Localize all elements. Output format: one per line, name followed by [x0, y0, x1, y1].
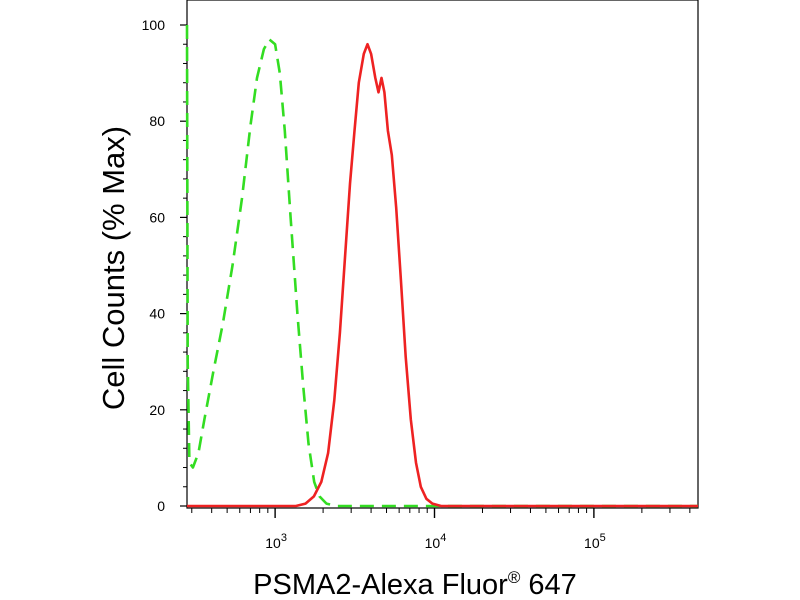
x-tick-label: 103 [265, 532, 287, 551]
x-axis: 103 104 105 [191, 508, 691, 551]
plot-frame [186, 0, 699, 509]
x-axis-title-main: PSMA2-Alexa Fluor [253, 569, 508, 600]
y-tick-label: 80 [149, 113, 165, 129]
x-tick-label: 104 [425, 532, 447, 551]
x-axis-title-registered-mark: ® [508, 568, 521, 587]
y-tick-label: 60 [149, 209, 165, 225]
histogram-series-2-line [187, 42, 698, 508]
x-axis-title: PSMA2-Alexa Fluor® 647 [253, 568, 577, 600]
y-tick-label: 0 [157, 498, 165, 514]
y-tick-label: 100 [142, 17, 166, 33]
y-tick-label: 20 [149, 402, 165, 418]
x-tick-label: 105 [584, 532, 606, 551]
histogram-series-1-line [185, 24, 698, 508]
y-axis-title: Cell Counts (% Max) [96, 126, 131, 410]
series-layer [185, 24, 698, 508]
y-axis: 0 20 40 60 80 100 [142, 17, 187, 514]
x-axis-title-suffix: 647 [520, 569, 576, 600]
y-tick-label: 40 [149, 306, 165, 322]
